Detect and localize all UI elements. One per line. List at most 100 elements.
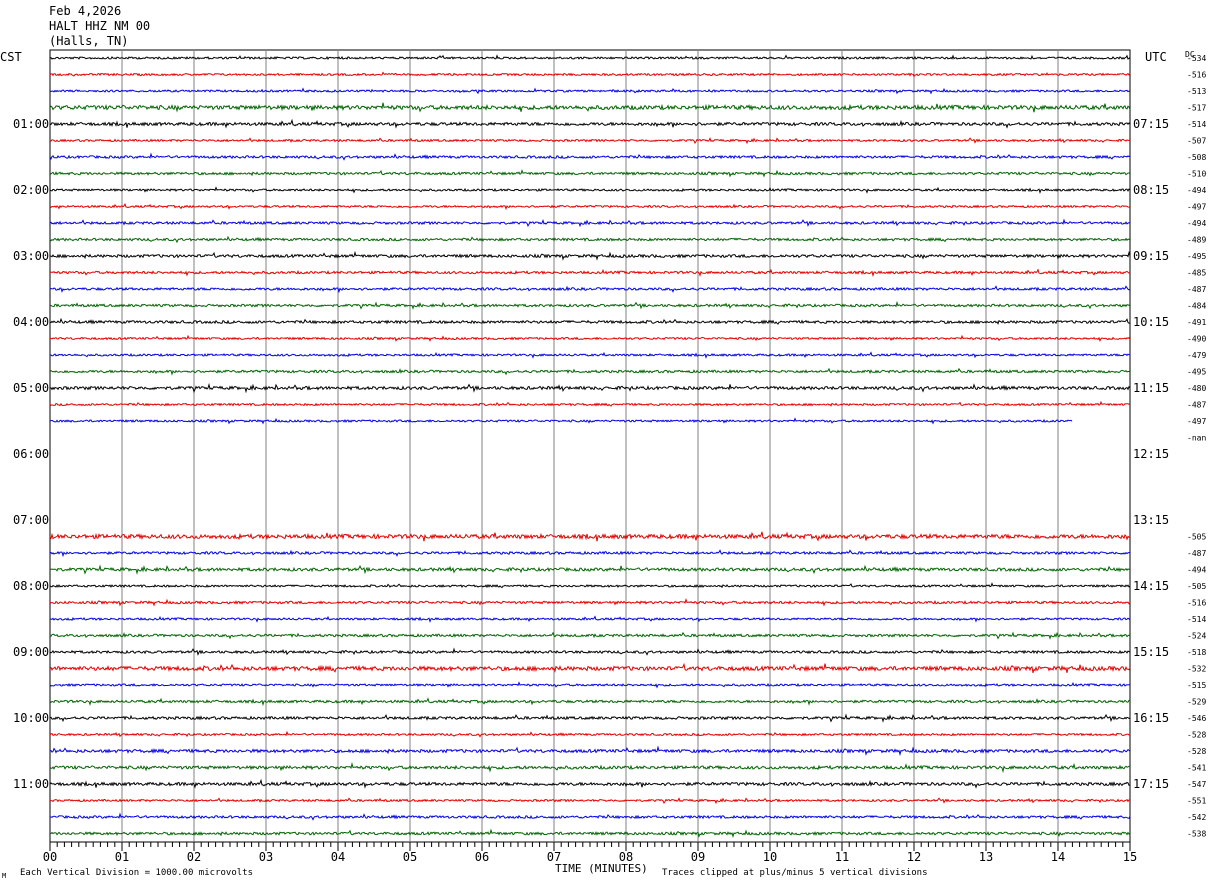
clip-note: Traces clipped at plus/minus 5 vertical … xyxy=(662,868,928,878)
location-label: (Halls, TN) xyxy=(49,34,129,48)
corner-mark: M xyxy=(2,872,7,880)
seismic-trace xyxy=(49,582,1131,589)
x-tick-label: 08 xyxy=(619,850,633,864)
dc-offset-label: -494 xyxy=(1187,566,1206,575)
dc-offset-label: -529 xyxy=(1187,698,1206,707)
dc-offset-label: -514 xyxy=(1187,615,1206,624)
left-hour-label: 09:00 xyxy=(13,645,49,659)
seismic-trace xyxy=(49,71,1131,78)
x-tick-label: 11 xyxy=(835,850,849,864)
axis-labels: 00 01 02 03 04 05 06 07 08 09 10 11 12 13 14 15 -534 -516… xyxy=(13,54,1206,864)
dc-offset-label: -nan xyxy=(1187,434,1206,443)
dc-offset-label: -491 xyxy=(1187,318,1206,327)
dc-offset-label: -547 xyxy=(1187,780,1206,789)
right-hour-label: 16:15 xyxy=(1133,711,1169,725)
dc-offset-label: -487 xyxy=(1187,285,1206,294)
dc-offset-label: -538 xyxy=(1187,830,1206,839)
seismic-trace xyxy=(49,631,1131,640)
dc-offset-label: -479 xyxy=(1187,351,1206,360)
right-timezone-label: UTC xyxy=(1145,50,1167,64)
plot-frame xyxy=(49,49,1131,843)
seismic-trace xyxy=(50,812,1131,821)
left-timezone-label: CST xyxy=(0,50,22,64)
right-hour-label: 17:15 xyxy=(1133,777,1169,791)
dc-offset-label: -517 xyxy=(1187,104,1206,113)
seismic-trace xyxy=(49,137,1131,145)
x-tick-label: 12 xyxy=(907,850,921,864)
seismic-trace xyxy=(49,564,1131,575)
dc-offset-label: -514 xyxy=(1187,120,1206,129)
seismic-trace xyxy=(49,169,1131,178)
dc-offset-label: -534 xyxy=(1187,54,1206,63)
x-tick-label: 01 xyxy=(115,850,129,864)
dc-offset-label: -510 xyxy=(1187,170,1206,179)
seismic-trace xyxy=(49,549,1131,558)
left-hour-label: 10:00 xyxy=(13,711,49,725)
seismic-trace xyxy=(49,268,1131,278)
seismic-trace xyxy=(49,417,1073,425)
seismic-trace xyxy=(49,152,1131,161)
dc-offset-label: -542 xyxy=(1187,813,1206,822)
seismic-traces xyxy=(49,54,1131,838)
left-hour-label: 08:00 xyxy=(13,579,49,593)
seismic-trace xyxy=(49,202,1131,211)
seismic-trace xyxy=(49,531,1131,542)
seismic-trace xyxy=(49,54,1131,60)
seismic-trace xyxy=(49,285,1131,294)
x-axis-title: TIME (MINUTES) xyxy=(555,862,648,875)
x-tick-label: 14 xyxy=(1051,850,1065,864)
dc-offset-label: -508 xyxy=(1187,153,1206,162)
dc-offset-label: -524 xyxy=(1187,632,1206,641)
dc-offset-label: -495 xyxy=(1187,252,1206,261)
right-hour-label: 14:15 xyxy=(1133,579,1169,593)
seismic-trace xyxy=(49,697,1131,707)
left-hour-label: 11:00 xyxy=(13,777,49,791)
x-tick-label: 06 xyxy=(475,850,489,864)
dc-offset-label: -516 xyxy=(1187,599,1206,608)
dc-offset-label: -487 xyxy=(1187,401,1206,410)
dc-label: DC xyxy=(1185,50,1195,59)
x-tick-label: 09 xyxy=(691,850,705,864)
seismic-trace xyxy=(49,730,1131,738)
dc-offset-label: -505 xyxy=(1187,533,1206,542)
left-hour-label: 02:00 xyxy=(13,183,49,197)
seismic-trace xyxy=(49,662,1131,674)
left-hour-label: 07:00 xyxy=(13,513,49,527)
dc-offset-label: -487 xyxy=(1187,549,1206,558)
seismic-trace xyxy=(49,118,1131,129)
dc-offset-label: -518 xyxy=(1187,648,1206,657)
x-tick-label: 02 xyxy=(187,850,201,864)
seismic-trace xyxy=(49,382,1131,394)
x-tick-label: 04 xyxy=(331,850,345,864)
dc-offset-label: -485 xyxy=(1187,269,1206,278)
seismic-trace xyxy=(49,317,1131,325)
seismic-trace xyxy=(49,797,1131,805)
right-hour-label: 07:15 xyxy=(1133,117,1169,131)
dc-offset-label: -494 xyxy=(1187,186,1206,195)
dc-offset-label: -516 xyxy=(1187,71,1206,80)
seismic-trace xyxy=(49,186,1131,194)
seismic-trace xyxy=(49,713,1131,723)
dc-offset-label: -497 xyxy=(1187,203,1206,212)
right-hour-label: 09:15 xyxy=(1133,249,1169,263)
seismic-trace xyxy=(49,745,1131,757)
dc-offset-label: -546 xyxy=(1187,714,1206,723)
left-hour-label: 05:00 xyxy=(13,381,49,395)
seismic-trace xyxy=(49,87,1131,95)
seismic-trace xyxy=(50,828,1131,838)
x-tick-label: 07 xyxy=(547,850,561,864)
seismic-trace xyxy=(49,102,1131,113)
left-hour-label: 04:00 xyxy=(13,315,49,329)
dc-offset-label: -507 xyxy=(1187,137,1206,146)
seismic-trace xyxy=(49,761,1131,774)
seismic-trace xyxy=(49,218,1131,228)
dc-offset-label: -513 xyxy=(1187,87,1206,96)
seismic-trace xyxy=(49,400,1131,407)
grid-lines xyxy=(49,49,1131,851)
dc-offset-label: -505 xyxy=(1187,582,1206,591)
x-tick-label: 03 xyxy=(259,850,273,864)
seismic-trace xyxy=(49,615,1131,623)
seismic-trace xyxy=(49,647,1131,656)
dc-offset-label: -497 xyxy=(1187,417,1206,426)
dc-offset-label: -528 xyxy=(1187,747,1206,756)
